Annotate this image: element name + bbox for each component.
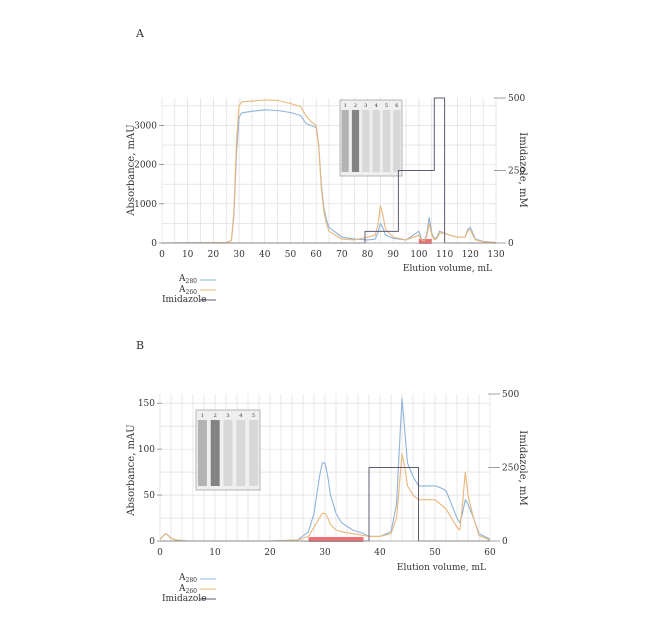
pooled-fraction-highlight	[308, 537, 364, 542]
series-a260-line	[161, 99, 497, 244]
gel-inset-frame	[339, 99, 403, 177]
panel-a: A 1 2 3 4 5 6 0 10 20 30 40 50 60 70 80 90 100 110 120 130…	[126, 27, 528, 305]
gel-lane	[351, 110, 360, 172]
legend-imidazole: Imidazole	[162, 295, 206, 305]
y2-tick-label: 250	[508, 167, 525, 177]
gel-lane	[393, 110, 401, 172]
x-tick-label: 60	[484, 548, 496, 558]
x-axis-label: Elution volume, mL	[397, 563, 486, 573]
x-axis-label: Elution volume, mL	[403, 264, 492, 274]
gel-lane-label: 5	[385, 103, 388, 109]
legend-a280: A280	[178, 573, 197, 584]
gel-lane-label: 2	[354, 103, 357, 109]
gel-lane	[223, 420, 233, 486]
highlight-bar	[308, 537, 364, 542]
gel-lane	[236, 420, 246, 486]
y-axis-label: Absorbance, mAU	[126, 124, 137, 216]
y2-tick-label: 0	[508, 239, 514, 249]
x-tick-label: 40	[374, 548, 386, 558]
y2-tick-label: 500	[502, 390, 519, 400]
gel-lane-label: 3	[226, 413, 229, 419]
x-tick-label: 10	[182, 250, 194, 260]
panel-b: B 1 2 3 4 5 0 10 20 30 40 50 60 0 50 100 150 0 250 500 Ab…	[126, 339, 528, 604]
y2-tick-label: 500	[508, 94, 525, 104]
x-tick-label: 100	[410, 250, 427, 260]
x-tick-label: 30	[233, 250, 245, 260]
legend-a280-base: A	[178, 274, 186, 284]
y-tick-label: 0	[149, 537, 155, 547]
legend-a280: A280	[178, 274, 197, 285]
x-tick-label: 50	[285, 250, 297, 260]
legend-a260: A260	[178, 584, 197, 595]
legend-a280-sub: 280	[186, 577, 198, 584]
gel-lane-label: 1	[344, 103, 347, 109]
x-tick-label: 120	[462, 250, 479, 260]
axes: 0 10 20 30 40 50 60 70 80 90 100 110 120 130010002000…	[134, 94, 525, 260]
legend-a260-sub: 260	[186, 588, 198, 595]
gel-lane	[362, 110, 370, 172]
y-tick-label: 1000	[134, 200, 157, 210]
gel-lane	[249, 420, 259, 486]
x-tick-label: 0	[159, 250, 165, 260]
x-tick-label: 10	[209, 548, 221, 558]
legend: A280 A260 Imidazole	[162, 573, 216, 604]
gel-lane-label: 4	[239, 413, 242, 419]
y-tick-label: 50	[144, 491, 156, 501]
gel-inset: 1 2 3 4 5	[195, 409, 261, 491]
x-tick-label: 60	[310, 250, 322, 260]
x-tick-label: 30	[319, 548, 331, 558]
y-axis-label: Absorbance, mAU	[126, 424, 137, 516]
highlight-bar	[418, 239, 432, 244]
x-tick-label: 130	[487, 250, 504, 260]
y-tick-label: 150	[138, 399, 155, 409]
gel-lane	[341, 110, 349, 172]
gel-lane	[210, 420, 220, 486]
legend-a260: A260	[178, 285, 197, 296]
x-tick-label: 70	[336, 250, 348, 260]
panel-label: B	[136, 339, 144, 352]
y-tick-label: 3000	[134, 121, 157, 131]
legend-a280-base: A	[178, 573, 186, 583]
gel-lane	[197, 420, 207, 486]
x-tick-label: 0	[157, 548, 163, 558]
x-tick-label: 90	[388, 250, 400, 260]
y-tick-label: 2000	[134, 161, 157, 171]
gel-inset: 1 2 3 4 5 6	[339, 99, 403, 177]
gel-lane	[372, 110, 380, 172]
x-tick-label: 20	[264, 548, 276, 558]
x-tick-label: 20	[208, 250, 220, 260]
legend: A280 A260 Imidazole	[162, 274, 216, 305]
y-tick-label: 0	[151, 239, 157, 249]
gel-lane-label: 3	[364, 103, 367, 109]
y2-tick-label: 0	[502, 537, 508, 547]
legend-a260-sub: 260	[186, 289, 198, 296]
y2-axis-label: Imidazole, mM	[517, 132, 528, 207]
y2-tick-label: 250	[502, 464, 519, 474]
legend-imidazole: Imidazole	[162, 594, 206, 604]
x-tick-label: 40	[259, 250, 271, 260]
pooled-fraction-highlight	[418, 239, 432, 244]
gel-lane-label: 6	[395, 103, 398, 109]
x-tick-label: 80	[362, 250, 374, 260]
x-tick-label: 110	[436, 250, 453, 260]
axes: 0 10 20 30 40 50 60 0 50 100 150 0 250 500	[138, 390, 520, 558]
legend-a260-base: A	[178, 285, 186, 295]
y2-axis-label: Imidazole, mM	[517, 430, 528, 505]
gel-lane	[382, 110, 391, 172]
y-tick-label: 100	[138, 445, 155, 455]
gel-lane-label: 1	[201, 413, 204, 419]
legend-a280-sub: 280	[186, 278, 198, 285]
gel-lane-label: 4	[375, 103, 378, 109]
panel-label: A	[135, 27, 145, 40]
legend-a260-base: A	[178, 584, 186, 594]
gel-lane-label: 5	[252, 413, 255, 419]
gel-lane-label: 2	[214, 413, 217, 419]
x-tick-label: 50	[429, 548, 441, 558]
